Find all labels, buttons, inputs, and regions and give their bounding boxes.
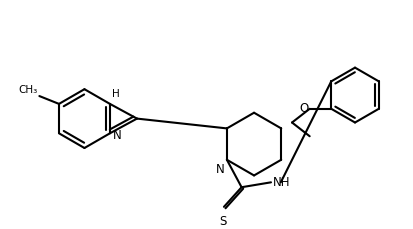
Text: NH: NH (273, 175, 290, 188)
Text: N: N (216, 162, 225, 175)
Text: CH₃: CH₃ (18, 85, 38, 95)
Text: N: N (113, 128, 121, 141)
Text: O: O (299, 102, 309, 115)
Text: H: H (112, 89, 120, 98)
Text: S: S (219, 214, 227, 227)
